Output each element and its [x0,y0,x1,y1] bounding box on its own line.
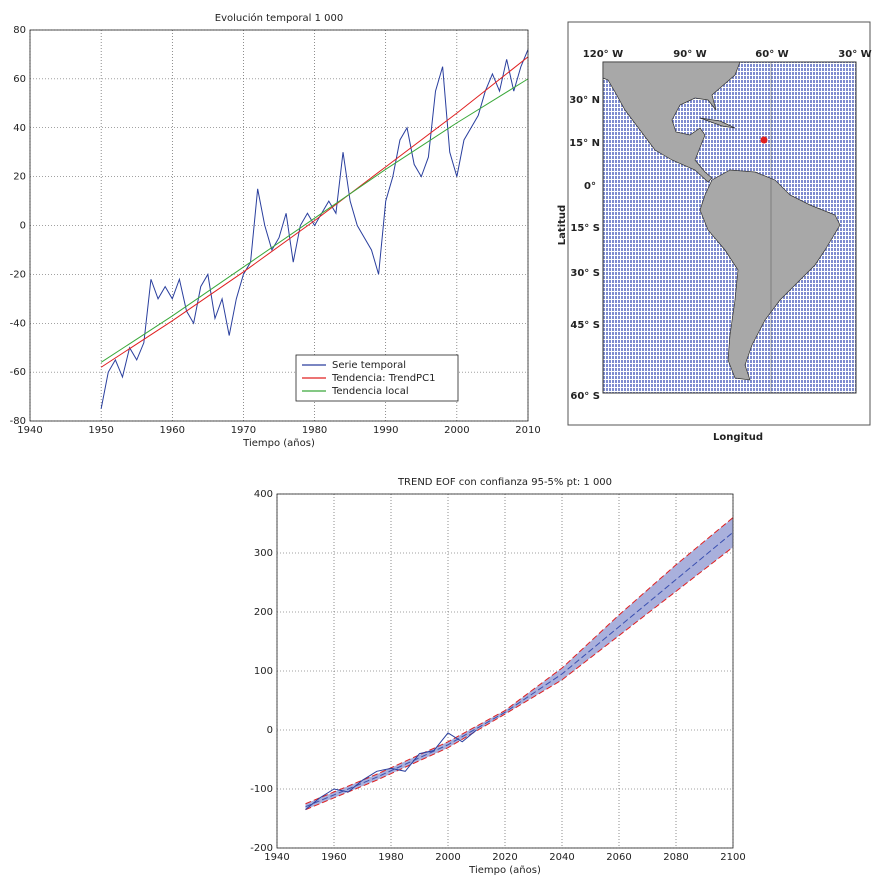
y-tick-label: -80 [10,416,26,427]
point-marker [760,136,768,144]
lat-label: 0° [584,181,596,192]
series-line [100,78,529,363]
x-tick-label: 1950 [88,425,113,436]
x-tick-label: 1980 [378,852,403,863]
chart: TREND EOF con confianza 95-5% pt: 1 000 T… [250,477,745,875]
map-panel: 120° W 90° W 60° W 30° W 30° N 15° N 0° … [557,21,872,443]
y-tick-label: 100 [254,666,273,677]
x-tick-label: 2000 [444,425,469,436]
lat-label: 45° S [570,320,600,331]
y-tick-label: -40 [10,318,26,329]
x-tick-label: 1960 [160,425,185,436]
lat-label: 30° N [569,95,600,106]
x-tick-label: 2040 [549,852,574,863]
series-line [305,546,734,811]
y-tick-label: -20 [10,269,26,280]
lon-label: 30° W [838,49,871,60]
y-tick-label: 40 [13,123,26,134]
map-xlabel: Longitud [713,432,763,443]
lon-label: 90° W [673,49,706,60]
x-axis-label: Tiempo (años) [242,438,315,449]
y-tick-label: 20 [13,172,26,183]
x-tick-label: 1940 [264,852,289,863]
lat-label: 60° S [570,391,600,402]
x-tick-label: 1990 [373,425,398,436]
x-tick-label: 1940 [17,425,42,436]
lon-label: 120° W [583,49,623,60]
y-tick-label: 200 [254,607,273,618]
cuba [699,117,736,129]
y-tick-label: 0 [20,221,26,232]
legend-label: Serie temporal [332,360,406,371]
x-tick-label: 2100 [720,852,745,863]
x-tick-label: 2000 [435,852,460,863]
x-tick-label: 1970 [231,425,256,436]
chart: Evolución temporal 1 000 Tiempo (años) 194… [10,12,541,449]
south-america [699,169,841,381]
x-tick-label: 1980 [302,425,327,436]
series-line [305,531,734,808]
x-tick-label: 2020 [492,852,517,863]
series-line [100,56,529,368]
plot-frame [276,493,734,849]
y-tick-label: 60 [13,74,26,85]
plot-frame [29,29,529,422]
map-ylabel: Latitud [557,205,568,245]
y-tick-label: -200 [250,843,273,854]
y-tick-label: -100 [250,784,273,795]
y-tick-label: 0 [267,725,273,736]
x-tick-label: 1960 [321,852,346,863]
legend-label: Tendencia local [331,386,409,397]
north-america [602,61,741,183]
x-tick-label: 2060 [606,852,631,863]
lat-label: 15° N [569,138,600,149]
y-tick-label: 400 [254,489,273,500]
y-tick-label: 300 [254,548,273,559]
legend-label: Tendencia: TrendPC1 [331,373,435,384]
x-axis-label: Tiempo (años) [468,865,541,875]
x-tick-label: 2010 [515,425,540,436]
lat-label: 30° S [570,268,600,279]
chart-title: Evolución temporal 1 000 [215,12,344,24]
x-tick-label: 2080 [663,852,688,863]
lon-label: 60° W [755,49,788,60]
lat-label: 15° S [570,223,600,234]
series-line [305,729,477,811]
chart-title: TREND EOF con confianza 95-5% pt: 1 000 [397,477,612,488]
series-line [100,49,529,409]
y-tick-label: 80 [13,25,26,36]
y-tick-label: -60 [10,367,26,378]
